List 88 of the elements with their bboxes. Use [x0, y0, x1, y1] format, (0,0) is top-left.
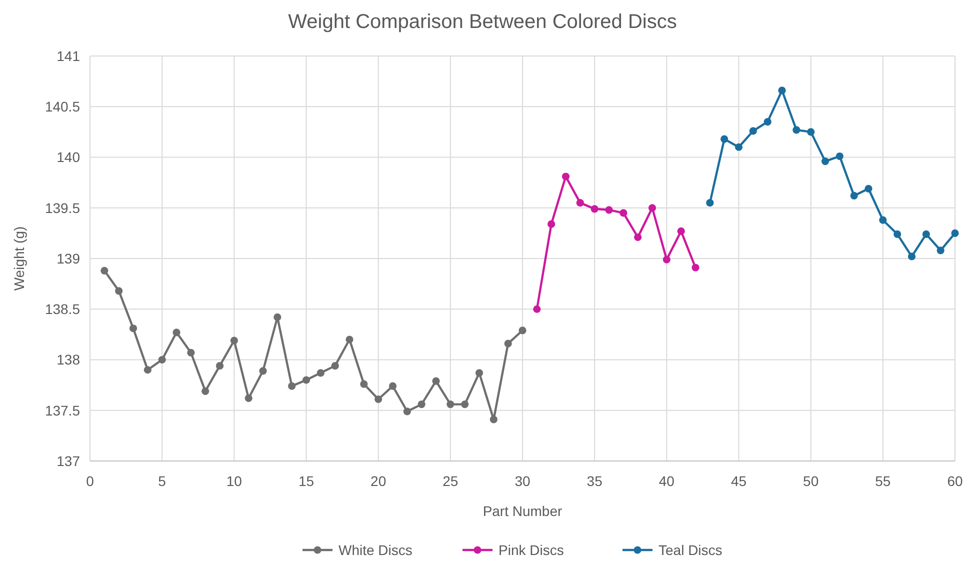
- legend-label: White Discs: [338, 542, 412, 558]
- point: [922, 230, 930, 238]
- point: [230, 336, 238, 344]
- y-tick-label: 137.5: [44, 402, 80, 418]
- point: [764, 118, 772, 126]
- x-axis-title: Part Number: [482, 503, 563, 519]
- point: [576, 199, 584, 207]
- point: [158, 356, 166, 364]
- x-tick-label: 20: [370, 473, 386, 489]
- point: [403, 408, 411, 416]
- y-tick-label: 138.5: [44, 301, 80, 318]
- x-tick-label: 0: [86, 473, 94, 489]
- point: [792, 126, 800, 134]
- x-tick-label: 45: [730, 473, 747, 489]
- point: [504, 340, 512, 348]
- legend-label: Teal Discs: [658, 542, 722, 558]
- point: [778, 86, 786, 94]
- point: [548, 220, 556, 228]
- point: [662, 256, 670, 264]
- y-tick-label: 139.5: [44, 200, 80, 216]
- point: [316, 369, 324, 377]
- point: [518, 326, 526, 334]
- x-tick-label: 60: [947, 473, 963, 489]
- point: [129, 324, 138, 332]
- x-tick-label: 35: [586, 473, 603, 489]
- point: [605, 206, 613, 214]
- point: [951, 229, 959, 237]
- point: [706, 199, 714, 207]
- x-tick-label: 50: [803, 473, 819, 489]
- point: [936, 246, 944, 254]
- point: [634, 233, 642, 242]
- point: [172, 328, 180, 336]
- point: [879, 216, 887, 224]
- point: [562, 172, 570, 180]
- point: [836, 152, 844, 160]
- point: [734, 143, 743, 151]
- point: [749, 127, 757, 135]
- point: [533, 305, 541, 313]
- point: [331, 362, 339, 370]
- y-tick-label: 139: [56, 250, 80, 266]
- point: [244, 394, 252, 402]
- point: [648, 204, 656, 212]
- point: [144, 366, 152, 374]
- point: [432, 377, 440, 385]
- point: [360, 380, 368, 388]
- point: [590, 205, 598, 213]
- point: [677, 227, 685, 235]
- point: [216, 362, 224, 370]
- point: [288, 382, 296, 390]
- point: [490, 416, 498, 424]
- y-tick-label: 141: [56, 48, 80, 64]
- x-tick-label: 30: [514, 473, 530, 489]
- point: [274, 313, 282, 322]
- point: [374, 395, 382, 404]
- x-tick-label: 5: [158, 473, 166, 489]
- y-axis-title: Weight (g): [11, 226, 27, 291]
- point: [620, 209, 628, 217]
- point: [720, 135, 728, 143]
- point: [418, 400, 426, 408]
- point: [187, 348, 195, 356]
- point: [908, 252, 916, 260]
- x-tick-label: 40: [658, 473, 675, 489]
- point: [259, 367, 267, 375]
- point: [115, 287, 123, 295]
- y-tick-label: 140.5: [44, 98, 80, 115]
- legend-label: Pink Discs: [498, 542, 564, 558]
- point: [475, 369, 484, 377]
- chart-title: Weight Comparison Between Colored Discs: [288, 11, 677, 33]
- y-tick-label: 140: [56, 149, 80, 166]
- point: [692, 264, 700, 272]
- point: [302, 376, 310, 384]
- point: [807, 128, 815, 136]
- point: [100, 266, 108, 274]
- x-tick-label: 25: [442, 473, 458, 489]
- y-tick-label: 138: [56, 352, 80, 368]
- point: [202, 387, 210, 395]
- point: [446, 400, 454, 408]
- x-tick-label: 15: [298, 473, 314, 489]
- y-tick-label: 137: [56, 452, 80, 469]
- point: [864, 184, 872, 192]
- point: [461, 400, 469, 408]
- x-tick-label: 10: [226, 473, 242, 489]
- point: [850, 192, 858, 200]
- point: [894, 230, 902, 238]
- point: [346, 336, 354, 344]
- point: [388, 382, 397, 390]
- x-tick-label: 55: [875, 473, 891, 489]
- point: [821, 158, 830, 166]
